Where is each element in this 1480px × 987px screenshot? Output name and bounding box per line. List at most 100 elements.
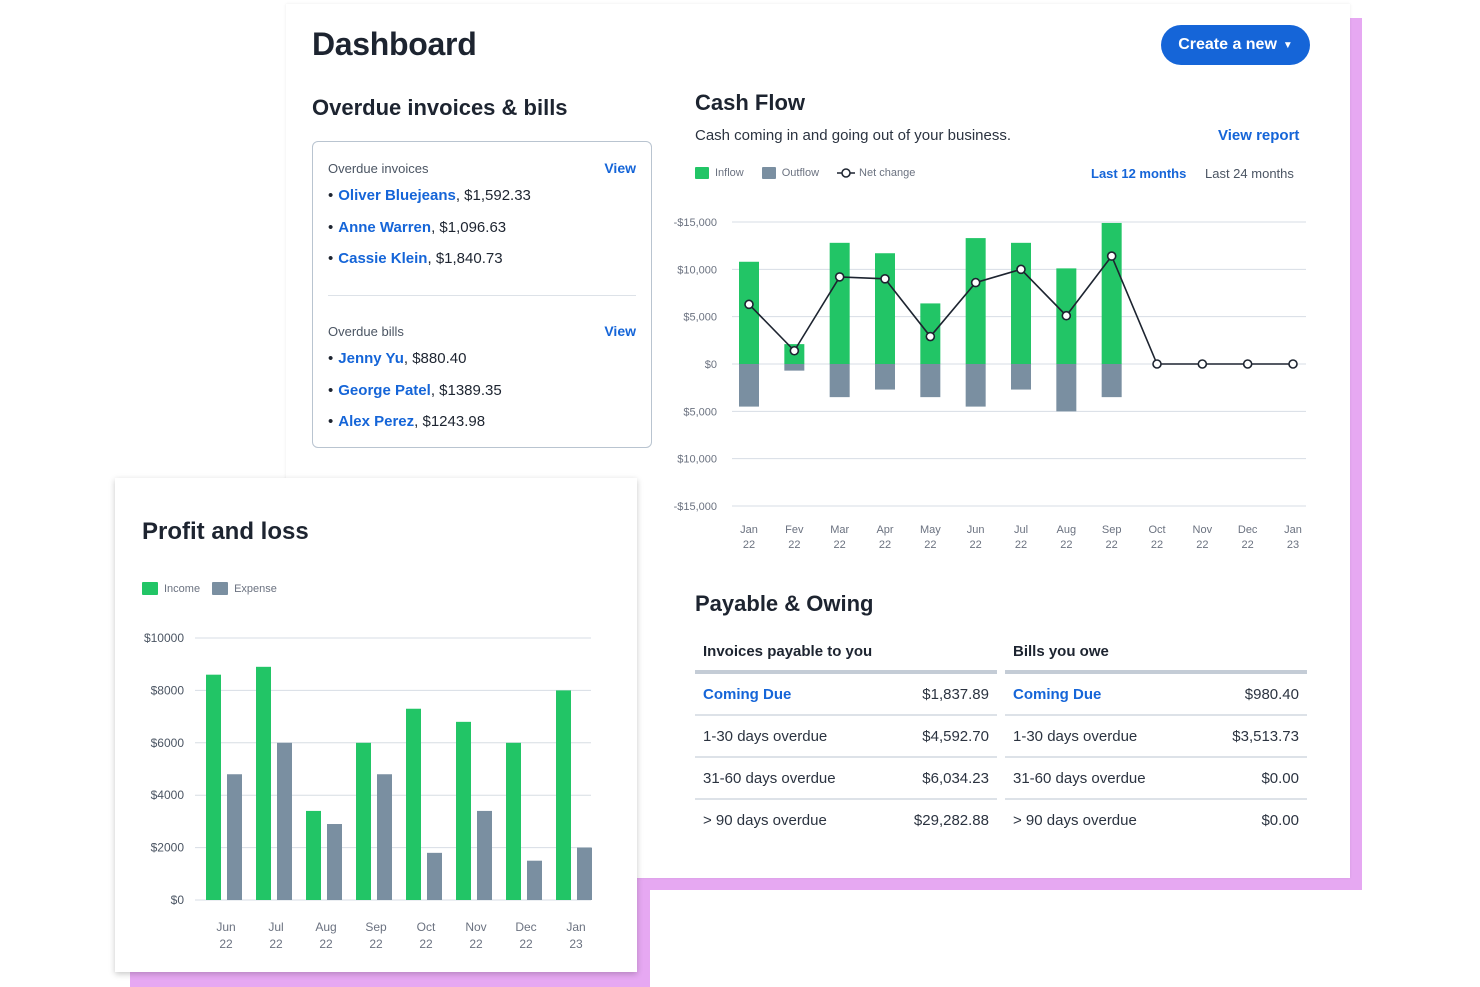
income-bar bbox=[556, 690, 571, 900]
x-tick-label: 22 bbox=[1242, 539, 1254, 551]
y-tick-label: -$15,000 bbox=[674, 217, 717, 229]
legend-item-net: Net change bbox=[837, 167, 915, 179]
overdue-invoices-heading: Overdue invoices bbox=[328, 161, 429, 176]
expense-bar bbox=[477, 810, 492, 900]
x-tick-label: 22 bbox=[1196, 539, 1208, 551]
x-tick-label: Jul bbox=[1014, 524, 1028, 536]
legend-label: Net change bbox=[859, 167, 916, 179]
inflow-bar bbox=[1101, 222, 1122, 364]
list-item: • Alex Perez, $1243.98 bbox=[328, 413, 486, 430]
x-tick-label: Nov bbox=[465, 920, 486, 934]
coming-due-link[interactable]: Coming Due bbox=[703, 685, 792, 703]
inflow-bar bbox=[965, 238, 986, 364]
view-report-link[interactable]: View report bbox=[1218, 127, 1300, 144]
x-tick-label: Jul bbox=[268, 920, 283, 934]
table-row: > 90 days overdue $29,282.88 bbox=[695, 800, 997, 840]
income-bar bbox=[506, 742, 521, 900]
inflow-swatch bbox=[695, 167, 709, 179]
row-value: $0.00 bbox=[1261, 811, 1299, 829]
net-change-point bbox=[1016, 264, 1026, 275]
expense-bar bbox=[527, 860, 542, 900]
amount: , $1,592.33 bbox=[455, 187, 531, 204]
x-tick-label: 22 bbox=[1060, 539, 1072, 551]
net-change-point bbox=[1106, 251, 1117, 261]
table-row: 1-30 days overdue $3,513.73 bbox=[1005, 716, 1307, 758]
x-tick-label: 22 bbox=[419, 937, 433, 951]
y-tick-label: $10,000 bbox=[677, 454, 717, 466]
row-value: $3,513.73 bbox=[1232, 727, 1299, 745]
y-tick-label: $10,000 bbox=[677, 264, 717, 276]
x-tick-label: 22 bbox=[879, 539, 891, 551]
vendor-link[interactable]: Alex Perez bbox=[338, 413, 415, 430]
net-change-point bbox=[970, 277, 981, 288]
y-tick-label: $0 bbox=[171, 893, 185, 907]
row-label: 31-60 days overdue bbox=[703, 769, 836, 787]
row-value: $4,592.70 bbox=[922, 727, 989, 745]
outflow-bar bbox=[739, 364, 759, 407]
table-row: > 90 days overdue $0.00 bbox=[1005, 800, 1307, 840]
period-last-12-months[interactable]: Last 12 months bbox=[1091, 166, 1187, 181]
x-tick-label: 22 bbox=[519, 937, 533, 951]
customer-link[interactable]: Oliver Bluejeans bbox=[338, 187, 456, 204]
row-value: $980.40 bbox=[1244, 685, 1299, 703]
x-tick-label: Jun bbox=[216, 920, 235, 934]
x-tick-label: Jan bbox=[1284, 524, 1302, 536]
income-bar bbox=[256, 666, 271, 900]
net-change-point bbox=[1061, 310, 1072, 321]
table-row: Coming Due $980.40 bbox=[1005, 674, 1307, 716]
payable-title: Payable & Owing bbox=[695, 591, 874, 616]
vendor-link[interactable]: George Patel bbox=[338, 381, 431, 399]
income-bar bbox=[306, 810, 321, 900]
x-tick-label: Aug bbox=[315, 920, 336, 934]
profit-loss-chart: $10000 $8000 $6000 $4000 $2000 $0 Jun 22 Jul 22 Au… bbox=[144, 631, 592, 951]
view-invoices-link[interactable]: View bbox=[604, 160, 636, 176]
outflow-bar bbox=[1056, 364, 1077, 412]
outflow-bar bbox=[920, 364, 941, 398]
legend-item-income: Income bbox=[142, 582, 200, 595]
x-tick-label: 22 bbox=[319, 937, 333, 951]
income-bar bbox=[206, 674, 221, 900]
income-bar bbox=[356, 742, 371, 900]
outflow-bar bbox=[829, 364, 850, 398]
create-new-button[interactable]: Create a new ▼ bbox=[1161, 25, 1310, 65]
x-tick-label: 22 bbox=[1015, 539, 1027, 551]
coming-due-link[interactable]: Coming Due bbox=[1013, 685, 1102, 703]
dashboard-card: Dashboard Create a new ▼ Overdue invoice… bbox=[286, 4, 1350, 878]
x-tick-label: Nov bbox=[1193, 524, 1213, 536]
amount: , $880.40 bbox=[403, 350, 467, 367]
x-tick-label: 23 bbox=[1287, 539, 1299, 551]
net-change-point bbox=[744, 299, 754, 310]
x-tick-label: 22 bbox=[469, 937, 483, 951]
inflow-bar bbox=[1011, 242, 1031, 364]
inflow-bar bbox=[875, 253, 895, 364]
x-tick-label: Apr bbox=[876, 524, 893, 536]
list-item: • Anne Warren, $1,096.63 bbox=[328, 218, 507, 236]
net-change-point bbox=[1152, 359, 1162, 369]
customer-link[interactable]: Cassie Klein bbox=[338, 250, 428, 267]
x-tick-label: Fev bbox=[785, 524, 804, 536]
x-tick-label: Sep bbox=[1102, 524, 1122, 536]
y-tick-label: $0 bbox=[705, 359, 717, 371]
inflow-bar bbox=[739, 261, 759, 364]
overdue-bills-heading: Overdue bills bbox=[328, 324, 404, 339]
net-change-point bbox=[1242, 359, 1253, 369]
legend-item-inflow: Inflow bbox=[695, 167, 744, 179]
expense-bar bbox=[227, 774, 242, 900]
income-bar bbox=[456, 721, 471, 900]
profit-loss-legend: Income Expense bbox=[142, 582, 295, 595]
income-swatch bbox=[142, 582, 158, 595]
view-bills-link[interactable]: View bbox=[604, 323, 636, 339]
period-last-24-months[interactable]: Last 24 months bbox=[1205, 166, 1294, 181]
customer-link[interactable]: Anne Warren bbox=[338, 218, 432, 236]
x-tick-label: Mar bbox=[830, 524, 849, 536]
amount: , $1,840.73 bbox=[427, 250, 503, 267]
x-tick-label: 22 bbox=[924, 539, 936, 551]
vendor-link[interactable]: Jenny Yu bbox=[338, 350, 404, 367]
legend-item-outflow: Outflow bbox=[761, 167, 819, 179]
income-bar bbox=[406, 708, 421, 900]
list-item: • Oliver Bluejeans, $1,592.33 bbox=[328, 187, 531, 204]
row-label: 1-30 days overdue bbox=[1013, 727, 1138, 745]
x-tick-label: 22 bbox=[369, 937, 383, 951]
legend-label: Income bbox=[164, 582, 201, 595]
table-row: Coming Due $1,837.89 bbox=[695, 674, 997, 716]
